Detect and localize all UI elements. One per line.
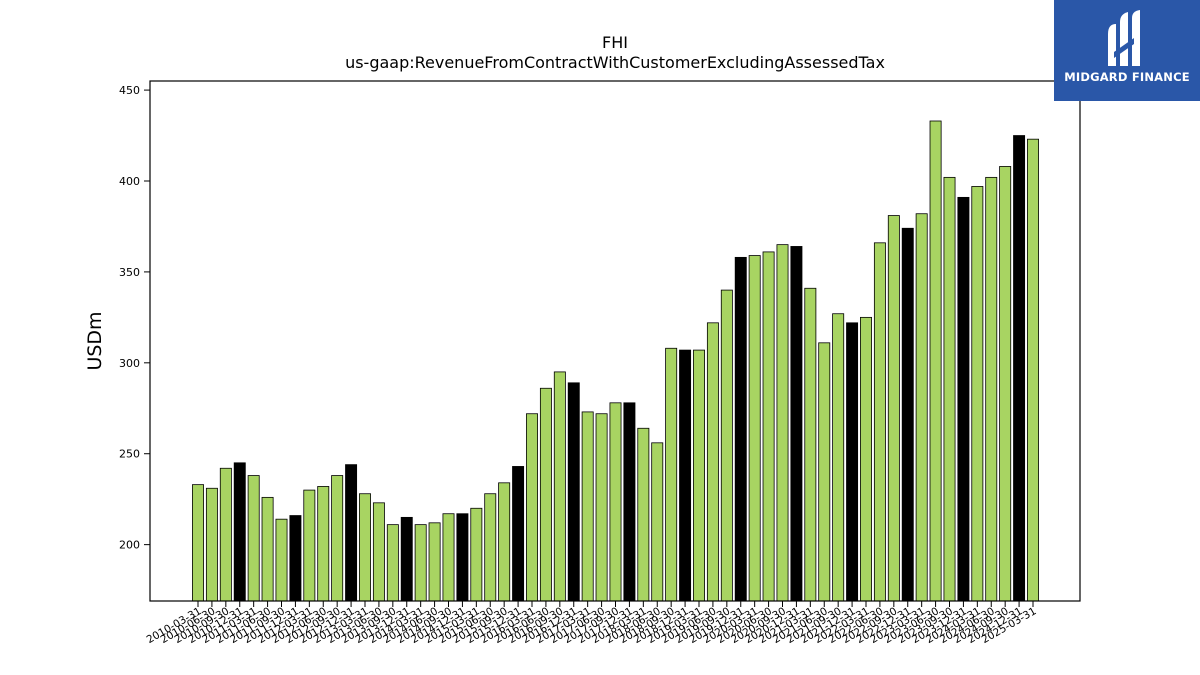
bar — [734, 256, 747, 602]
bar — [539, 387, 552, 602]
bar — [915, 213, 928, 602]
bar — [943, 176, 956, 602]
bar — [581, 411, 594, 602]
bar — [428, 522, 441, 602]
bar — [247, 475, 260, 602]
bar — [971, 186, 984, 602]
bar — [303, 489, 316, 602]
midgard-m-logo-icon — [1108, 10, 1140, 66]
bars-group — [192, 120, 1039, 602]
bar — [901, 227, 914, 602]
plot-frame — [149, 80, 1081, 602]
bar — [985, 176, 998, 602]
bar — [345, 464, 358, 602]
bar — [470, 507, 483, 602]
bar — [219, 467, 232, 602]
y-tick-label: 350 — [119, 266, 140, 279]
bar — [595, 413, 608, 602]
bar — [331, 475, 344, 602]
bar — [372, 502, 385, 602]
chart-subtitle: us-gaap:RevenueFromContractWithCustomerE… — [345, 53, 885, 72]
y-tick-label: 450 — [119, 84, 140, 97]
bar — [846, 322, 859, 602]
bar — [1013, 135, 1026, 602]
bar — [261, 496, 274, 602]
bar — [818, 342, 831, 602]
bar — [693, 349, 705, 602]
y-tick-label: 250 — [119, 448, 140, 461]
bar — [776, 244, 789, 602]
bar — [790, 246, 803, 602]
bar — [386, 524, 399, 602]
bar — [706, 322, 719, 602]
y-axis-label: USDm — [84, 311, 106, 370]
bar — [289, 515, 302, 602]
x-axis-ticks: 2010-03-312010-06-302010-09-302010-12-31… — [145, 601, 1039, 646]
bar — [512, 466, 525, 602]
y-tick-label: 400 — [119, 175, 140, 188]
bar — [192, 484, 204, 602]
bar — [860, 316, 872, 602]
bar — [498, 482, 511, 602]
bar — [359, 493, 371, 602]
bar — [567, 382, 580, 602]
y-tick-label: 300 — [119, 357, 140, 370]
midgard-finance-logo: MIDGARD FINANCE — [1054, 0, 1200, 101]
bar — [887, 215, 900, 602]
bar — [665, 347, 678, 602]
bar — [720, 289, 733, 602]
logo-text: MIDGARD FINANCE — [1064, 70, 1190, 84]
bar — [623, 402, 636, 602]
bar — [233, 462, 246, 602]
bar — [609, 402, 622, 602]
bar — [832, 313, 845, 602]
bar — [484, 493, 497, 602]
chart-title: FHI — [602, 33, 628, 52]
y-axis-ticks: 200 250 300 350 400 450 — [119, 84, 150, 552]
bar — [553, 371, 566, 602]
bar — [205, 487, 218, 602]
bar — [762, 251, 775, 602]
bar — [957, 196, 970, 602]
bar — [651, 442, 664, 602]
bar — [414, 524, 427, 602]
bar — [748, 255, 761, 602]
bar — [275, 518, 288, 602]
bar — [999, 166, 1012, 602]
y-tick-label: 200 — [119, 539, 140, 552]
bar — [317, 486, 330, 602]
bar — [442, 513, 455, 602]
bar — [637, 427, 650, 602]
bar — [679, 349, 692, 602]
bar — [804, 287, 817, 602]
bar — [873, 242, 886, 602]
bar — [456, 513, 469, 602]
bar — [1027, 138, 1039, 602]
bar — [929, 120, 942, 602]
bar — [400, 516, 413, 602]
bar — [526, 413, 538, 602]
